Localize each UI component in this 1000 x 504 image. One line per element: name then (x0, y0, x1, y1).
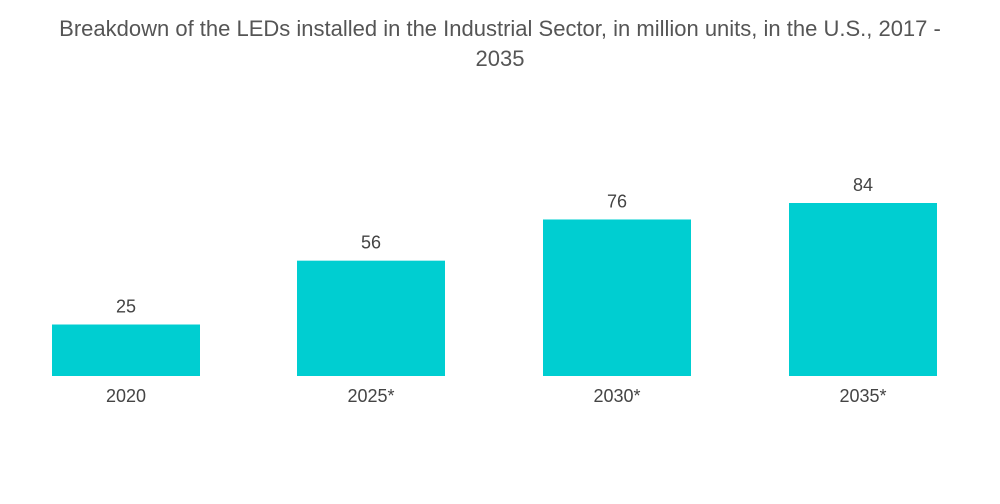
x-tick-label: 2020 (106, 386, 146, 406)
chart-title-line-2: 2035 (475, 46, 525, 71)
chart-title: Breakdown of the LEDs installed in the I… (0, 14, 1000, 74)
data-label: 56 (361, 233, 381, 253)
x-tick-label: 2030* (593, 386, 640, 406)
x-tick-label: 2025* (347, 386, 394, 406)
data-label: 76 (607, 191, 627, 211)
bar-2025 (297, 260, 445, 376)
x-tick-label: 2035* (839, 386, 886, 406)
chart-title-line-1: Breakdown of the LEDs installed in the I… (59, 16, 941, 41)
data-label: 25 (116, 297, 136, 317)
data-label: 84 (853, 175, 873, 195)
bar-2020 (52, 324, 200, 376)
bar-2030 (543, 219, 691, 376)
bar-2035 (789, 203, 937, 376)
